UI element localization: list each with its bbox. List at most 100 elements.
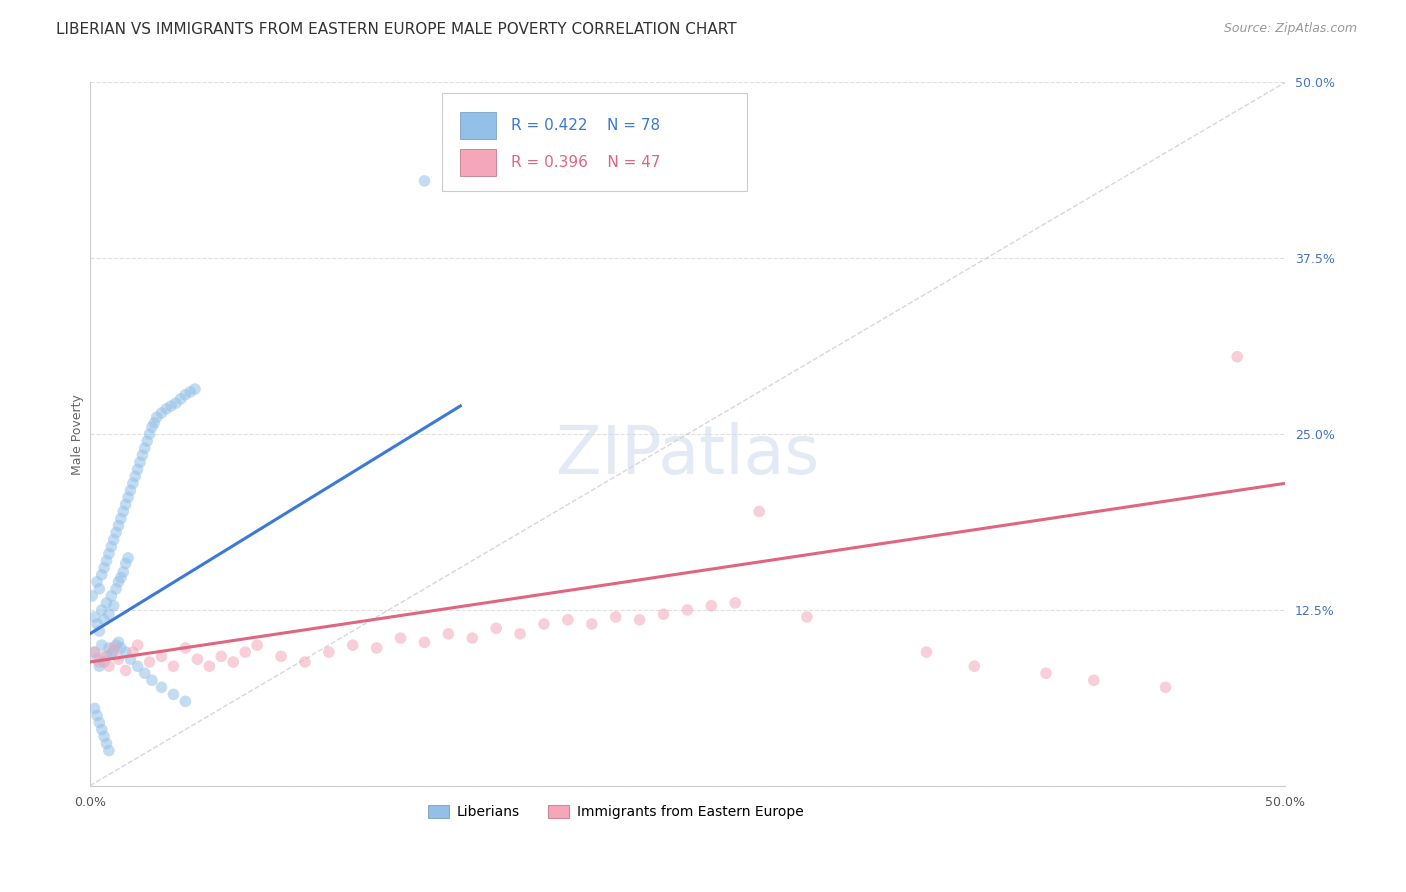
Point bbox=[97, 607, 120, 622]
Point bbox=[107, 574, 129, 589]
Point bbox=[93, 649, 115, 664]
Point bbox=[136, 434, 159, 449]
Point bbox=[86, 617, 108, 632]
Point bbox=[134, 666, 156, 681]
Point bbox=[89, 659, 111, 673]
Point bbox=[138, 655, 160, 669]
Point bbox=[112, 565, 135, 579]
Point bbox=[96, 554, 118, 568]
Text: Source: ZipAtlas.com: Source: ZipAtlas.com bbox=[1223, 22, 1357, 36]
Point bbox=[120, 483, 142, 498]
Point bbox=[100, 540, 122, 554]
Point bbox=[581, 617, 603, 632]
Point bbox=[83, 610, 105, 624]
Point bbox=[294, 655, 316, 669]
Point bbox=[209, 649, 232, 664]
Point bbox=[96, 649, 118, 664]
Point bbox=[90, 638, 112, 652]
Point bbox=[127, 638, 149, 652]
Point bbox=[93, 613, 115, 627]
Point bbox=[114, 645, 136, 659]
Point bbox=[107, 652, 129, 666]
Point bbox=[121, 476, 143, 491]
Point bbox=[86, 652, 108, 666]
Point bbox=[120, 652, 142, 666]
Point bbox=[141, 673, 163, 688]
Point bbox=[652, 607, 675, 622]
Point bbox=[103, 533, 125, 547]
Legend: Liberians, Immigrants from Eastern Europe: Liberians, Immigrants from Eastern Europ… bbox=[422, 799, 810, 824]
Point bbox=[700, 599, 723, 613]
Point bbox=[82, 589, 104, 603]
Point bbox=[186, 652, 208, 666]
Point bbox=[413, 635, 436, 649]
Point bbox=[86, 708, 108, 723]
Point bbox=[1226, 350, 1249, 364]
Point bbox=[97, 640, 120, 655]
Point bbox=[246, 638, 269, 652]
Point bbox=[1083, 673, 1105, 688]
Point bbox=[198, 659, 221, 673]
Point bbox=[97, 743, 120, 757]
Point bbox=[138, 427, 160, 442]
Point bbox=[90, 567, 112, 582]
Point bbox=[124, 469, 146, 483]
Point bbox=[1154, 681, 1177, 695]
Point bbox=[117, 491, 139, 505]
Point bbox=[86, 574, 108, 589]
Point bbox=[628, 613, 651, 627]
Point bbox=[103, 644, 125, 658]
Point bbox=[160, 399, 183, 413]
Point bbox=[150, 406, 173, 420]
Point bbox=[114, 498, 136, 512]
Point bbox=[89, 655, 111, 669]
Point bbox=[103, 599, 125, 613]
Point bbox=[557, 613, 579, 627]
Point bbox=[129, 455, 152, 469]
Point bbox=[89, 582, 111, 596]
Point bbox=[413, 174, 436, 188]
Point bbox=[100, 589, 122, 603]
Point bbox=[169, 392, 191, 406]
Point bbox=[100, 647, 122, 661]
Point bbox=[134, 441, 156, 455]
Point bbox=[222, 655, 245, 669]
Point bbox=[342, 638, 364, 652]
Point bbox=[184, 382, 207, 396]
Point bbox=[143, 416, 166, 430]
Point bbox=[117, 550, 139, 565]
Text: ZIPatlas: ZIPatlas bbox=[555, 422, 820, 488]
Point bbox=[103, 640, 125, 655]
Point bbox=[145, 410, 167, 425]
Point bbox=[270, 649, 292, 664]
Point bbox=[796, 610, 818, 624]
Point bbox=[174, 694, 197, 708]
Point bbox=[112, 504, 135, 518]
Point bbox=[174, 640, 197, 655]
Point bbox=[150, 681, 173, 695]
Point bbox=[121, 645, 143, 659]
Point bbox=[110, 511, 132, 525]
Point bbox=[93, 560, 115, 574]
Point bbox=[509, 627, 531, 641]
Point bbox=[89, 624, 111, 638]
Point bbox=[485, 621, 508, 635]
Text: LIBERIAN VS IMMIGRANTS FROM EASTERN EUROPE MALE POVERTY CORRELATION CHART: LIBERIAN VS IMMIGRANTS FROM EASTERN EURO… bbox=[56, 22, 737, 37]
Point bbox=[114, 557, 136, 571]
Point bbox=[97, 547, 120, 561]
Point bbox=[105, 582, 128, 596]
Point bbox=[90, 603, 112, 617]
Point bbox=[114, 664, 136, 678]
Point bbox=[437, 627, 460, 641]
Point bbox=[150, 649, 173, 664]
Y-axis label: Male Poverty: Male Poverty bbox=[72, 393, 84, 475]
FancyBboxPatch shape bbox=[460, 112, 496, 139]
Text: R = 0.422    N = 78: R = 0.422 N = 78 bbox=[510, 119, 659, 133]
FancyBboxPatch shape bbox=[443, 93, 747, 192]
Point bbox=[533, 617, 555, 632]
Point bbox=[110, 571, 132, 585]
Point bbox=[915, 645, 938, 659]
Point bbox=[963, 659, 986, 673]
Point bbox=[93, 730, 115, 744]
Point bbox=[155, 401, 177, 416]
